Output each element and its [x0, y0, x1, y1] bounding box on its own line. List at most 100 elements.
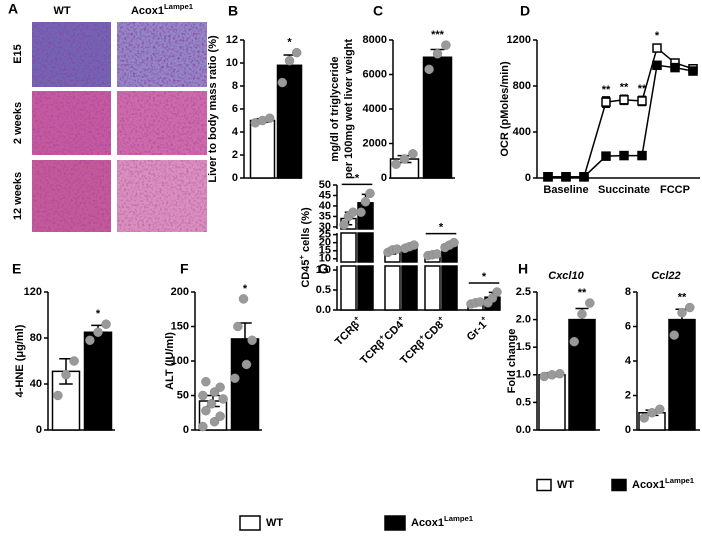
- y-tick-label: 6000: [363, 68, 387, 80]
- significance-label: *: [655, 30, 660, 42]
- y-tick-label: 2.0: [516, 314, 531, 326]
- data-point: [409, 240, 419, 250]
- data-point: [449, 237, 459, 248]
- y-tick-label: 2.5: [516, 286, 531, 298]
- text-span: TCRβ: [358, 337, 387, 366]
- y-tick-label: 0: [525, 172, 531, 184]
- significance-label: ***: [431, 29, 445, 41]
- marker: [652, 43, 662, 53]
- significance-label: **: [602, 84, 611, 96]
- data-point: [685, 302, 695, 313]
- legend-swatch: [611, 478, 627, 492]
- y-axis-label: ALT (IU/ml): [164, 332, 176, 390]
- image-texture: [117, 22, 207, 87]
- superscript: Lampe1: [164, 2, 194, 11]
- marker: [601, 151, 611, 161]
- data-point: [432, 49, 443, 59]
- y-tick-label: 1.0: [516, 369, 531, 381]
- y-tick-label: 10: [319, 253, 331, 265]
- text-span: Liver to body mass ratio (%): [207, 35, 219, 183]
- data-point: [233, 321, 243, 332]
- y-tick-label: 0: [381, 172, 387, 184]
- panel-letter: F: [180, 261, 189, 277]
- data-point: [569, 336, 579, 347]
- data-point: [247, 335, 257, 346]
- text-span: WT: [557, 479, 574, 491]
- y-tick-label: 25: [319, 229, 331, 241]
- data-point: [392, 244, 402, 254]
- data-point: [399, 154, 410, 164]
- data-point: [441, 40, 451, 50]
- superscript: +: [297, 255, 306, 260]
- data-point: [655, 404, 665, 415]
- text-span: TCRβ: [333, 319, 362, 348]
- text-span: Gr-1: [465, 319, 489, 343]
- y-tick-label: 0: [625, 424, 631, 436]
- data-point: [360, 197, 371, 207]
- y-tick-label: 4: [625, 355, 632, 367]
- marker: [637, 150, 647, 161]
- y-tick-label: 12: [226, 34, 238, 46]
- y-tick-label: 40: [319, 200, 331, 212]
- bar: [441, 265, 458, 311]
- y-tick-label: 8000: [363, 34, 387, 46]
- legend-label: WT: [266, 517, 283, 529]
- data-point: [365, 188, 375, 199]
- bar: [401, 265, 418, 311]
- data-point: [639, 413, 649, 423]
- bar: [384, 265, 401, 311]
- data-point: [284, 55, 295, 66]
- bar: [357, 232, 374, 263]
- superscript: +: [416, 332, 426, 342]
- y-tick-label: 800: [513, 80, 531, 92]
- y-tick-label: 8: [232, 80, 238, 92]
- x-tick-label: TCRβ+: [330, 313, 365, 348]
- data-point: [677, 307, 687, 318]
- legend-label: Acox1Lampe1: [411, 514, 474, 529]
- chart-title: Cxcl10: [548, 270, 584, 282]
- marker: [543, 172, 553, 182]
- legend-label: Acox1Lampe1: [632, 476, 695, 491]
- y-tick-label: 40: [30, 378, 42, 390]
- data-point: [198, 421, 208, 432]
- image-texture: [117, 91, 207, 155]
- panel-letter: G: [318, 261, 329, 277]
- panel-letter: B: [228, 3, 238, 19]
- significance-label: *: [96, 308, 101, 320]
- significance-label: **: [638, 83, 647, 95]
- legend-swatch: [384, 515, 406, 531]
- bar: [340, 232, 357, 263]
- y-tick-label: 80: [30, 332, 42, 344]
- text-span: Acox1: [411, 517, 444, 529]
- y-tick-label: 2: [232, 149, 238, 161]
- data-point: [555, 368, 565, 379]
- superscript: +: [395, 313, 405, 323]
- bar: [568, 318, 596, 431]
- text-span: Acox1: [632, 479, 665, 491]
- superscript: +: [435, 313, 445, 323]
- y-tick-label: 6: [625, 320, 631, 332]
- data-point: [198, 390, 208, 401]
- x-tick-label: Gr-1+: [462, 313, 492, 343]
- significance-label: *: [243, 283, 248, 295]
- text-span: TCRβ: [398, 337, 427, 366]
- x-tick-label: Baseline: [543, 184, 588, 196]
- superscript: +: [376, 332, 386, 342]
- text-span: OCR (pMoles/min): [499, 61, 511, 157]
- data-point: [669, 330, 679, 340]
- panel-letter: A: [8, 1, 18, 17]
- y-tick-label: 1.5: [516, 341, 531, 353]
- data-point: [492, 287, 502, 297]
- y-axis-label: per 100mg wet liver weight: [343, 39, 355, 179]
- panel-letter: H: [518, 261, 528, 277]
- text-span: CD45: [300, 260, 312, 288]
- marker: [601, 97, 611, 107]
- data-point: [215, 411, 225, 421]
- significance-label: **: [678, 291, 687, 303]
- y-tick-label: 100: [171, 355, 189, 367]
- data-point: [201, 405, 211, 416]
- data-point: [218, 394, 228, 404]
- marker: [670, 62, 680, 73]
- data-point: [408, 149, 418, 159]
- significance-label: *: [482, 271, 487, 283]
